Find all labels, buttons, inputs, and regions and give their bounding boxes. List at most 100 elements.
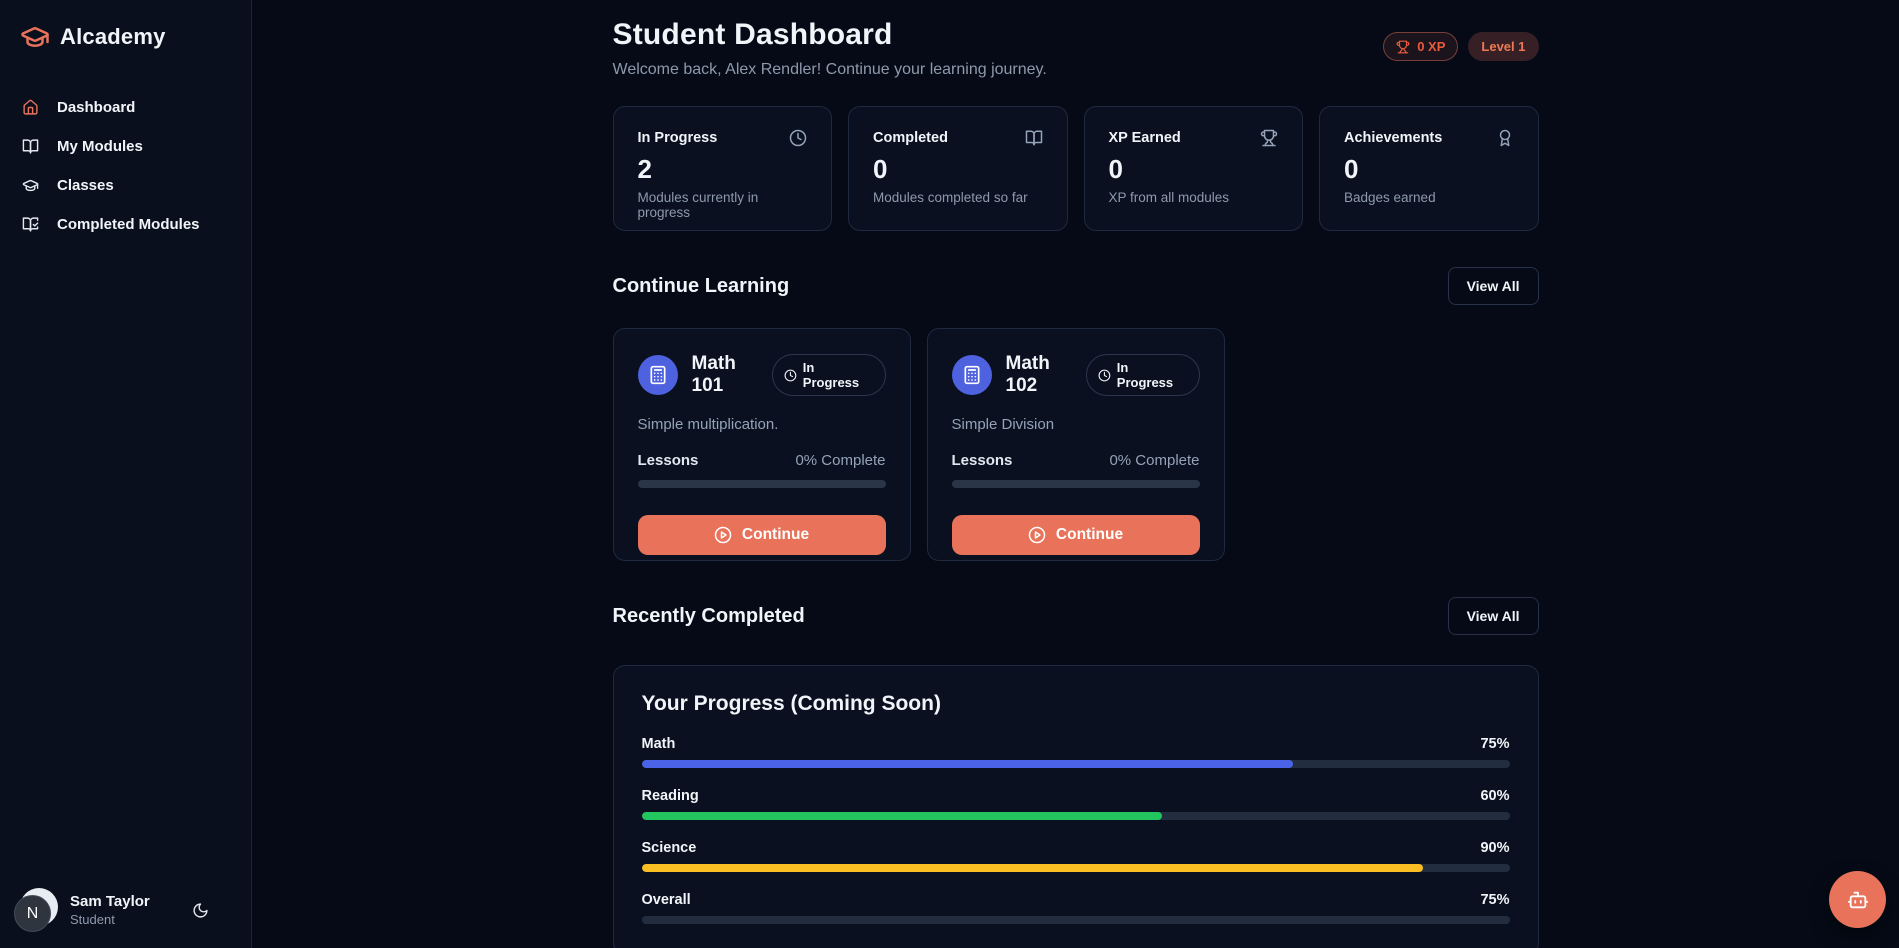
robot-icon <box>1847 891 1868 908</box>
stat-card-achievements: Achievements 0 Badges earned <box>1319 106 1539 231</box>
modules-grid: Math 101 In Progress Simple multiplicati… <box>612 328 1539 561</box>
module-description: Simple Division <box>951 416 1055 433</box>
progress-fill <box>641 864 1423 872</box>
graduation-cap-icon <box>22 177 39 194</box>
trophy-icon <box>1260 129 1278 147</box>
sidebar-item-completed-modules[interactable]: Completed Modules <box>16 209 235 240</box>
progress-track <box>641 760 1510 768</box>
progress-value: 60% <box>1480 788 1510 804</box>
status-badge-label: In Progress <box>1116 360 1174 390</box>
progress-label: Science <box>641 840 697 856</box>
progress-fill <box>641 760 1293 768</box>
progress-value: 90% <box>1480 840 1510 856</box>
stat-card-in-progress: In Progress 2 Modules currently in progr… <box>612 106 832 231</box>
clock-icon <box>1098 369 1111 381</box>
trophy-icon <box>1396 40 1410 53</box>
clock-icon <box>784 369 797 381</box>
sidebar-item-label: Dashboard <box>57 99 136 116</box>
section-title: Continue Learning <box>612 274 790 297</box>
lessons-label: Lessons <box>637 452 699 469</box>
xp-badge-label: 0 XP <box>1417 39 1446 54</box>
stat-label: Achievements <box>1344 130 1443 146</box>
lessons-progress-label: 0% Complete <box>795 452 886 469</box>
sidebar-item-label: Completed Modules <box>57 216 200 233</box>
calculator-icon <box>637 355 678 395</box>
progress-panel: Your Progress (Coming Soon) Math 75% Rea… <box>612 665 1539 948</box>
progress-track <box>641 812 1510 820</box>
progress-value: 75% <box>1480 736 1510 752</box>
stat-card-xp-earned: XP Earned 0 XP from all modules <box>1083 106 1303 231</box>
avatar[interactable]: N <box>14 888 58 932</box>
user-role: Student <box>70 912 115 927</box>
book-open-icon <box>22 138 39 155</box>
recently-completed-header: Recently Completed View All <box>613 597 1539 635</box>
module-progress-track <box>637 480 886 488</box>
continue-learning-header: Continue Learning View All <box>613 267 1539 305</box>
user-name: Sam Taylor <box>70 893 150 910</box>
module-card-math-101: Math 101 In Progress Simple multiplicati… <box>612 328 911 561</box>
module-progress-track <box>951 480 1200 488</box>
sidebar: Alcademy Dashboard My Modules Classes Co… <box>0 0 252 948</box>
modules-grid-empty-cell <box>1241 328 1539 561</box>
xp-badge: 0 XP <box>1383 32 1459 61</box>
stats-grid: In Progress 2 Modules currently in progr… <box>612 106 1539 231</box>
progress-label: Reading <box>641 788 699 804</box>
sidebar-item-label: My Modules <box>57 138 143 155</box>
recently-completed-view-all-button[interactable]: View All <box>1447 597 1539 635</box>
book-check-icon <box>22 216 39 233</box>
status-badge-label: In Progress <box>802 360 860 390</box>
page-subtitle: Welcome back, Alex Rendler! Continue you… <box>612 61 1047 78</box>
stat-card-completed: Completed 0 Modules completed so far <box>848 106 1068 231</box>
continue-button-label: Continue <box>1055 526 1124 543</box>
lessons-label: Lessons <box>951 452 1013 469</box>
sidebar-item-my-modules[interactable]: My Modules <box>16 131 235 162</box>
stat-value: 0 <box>873 154 888 184</box>
stat-caption: Modules completed so far <box>873 190 1028 205</box>
progress-row-math: Math 75% <box>641 736 1510 768</box>
stat-value: 0 <box>1344 154 1359 184</box>
status-badge: In Progress <box>1085 354 1200 396</box>
graduation-cap-logo-icon <box>20 22 50 52</box>
module-title: Math 101 <box>691 353 736 396</box>
progress-row-overall: Overall 75% <box>641 892 1510 924</box>
play-circle-icon <box>714 526 732 544</box>
progress-value: 75% <box>1480 892 1510 908</box>
header-badges: 0 XP Level 1 <box>1383 32 1539 61</box>
lessons-progress-label: 0% Complete <box>1109 452 1200 469</box>
moon-icon[interactable] <box>192 902 209 919</box>
module-card-math-102: Math 102 In Progress Simple Division Les… <box>926 328 1225 561</box>
sidebar-item-classes[interactable]: Classes <box>16 170 235 201</box>
progress-row-science: Science 90% <box>641 840 1510 872</box>
continue-button[interactable]: Continue <box>637 515 886 555</box>
chatbot-fab-button[interactable] <box>1829 871 1886 928</box>
continue-learning-view-all-button[interactable]: View All <box>1447 267 1539 305</box>
user-meta: Sam Taylor Student <box>70 893 192 927</box>
module-title: Math 102 <box>1005 353 1050 396</box>
clock-icon <box>789 129 807 147</box>
stat-label: Completed <box>873 130 948 146</box>
avatar-initial: N <box>14 895 51 932</box>
stat-value: 2 <box>637 154 652 184</box>
sidebar-user-section: N Sam Taylor Student <box>14 888 237 932</box>
module-description: Simple multiplication. <box>637 416 779 433</box>
continue-button[interactable]: Continue <box>951 515 1200 555</box>
level-badge: Level 1 <box>1468 32 1539 61</box>
progress-row-reading: Reading 60% <box>641 788 1510 820</box>
play-circle-icon <box>1028 526 1046 544</box>
award-icon <box>1496 129 1514 147</box>
progress-panel-title: Your Progress (Coming Soon) <box>641 692 941 715</box>
progress-label: Math <box>641 736 676 752</box>
stat-caption: Modules currently in progress <box>637 190 759 220</box>
app-logo: Alcademy <box>16 22 235 52</box>
continue-button-label: Continue <box>741 526 810 543</box>
stat-label: XP Earned <box>1108 130 1181 146</box>
stat-caption: Badges earned <box>1344 190 1436 205</box>
app-title: Alcademy <box>60 24 166 49</box>
sidebar-item-dashboard[interactable]: Dashboard <box>16 92 235 123</box>
main-content: Student Dashboard Welcome back, Alex Ren… <box>252 0 1899 948</box>
stat-label: In Progress <box>637 130 718 146</box>
progress-track <box>641 864 1510 872</box>
stat-value: 0 <box>1108 154 1123 184</box>
calculator-icon <box>951 355 992 395</box>
section-title: Recently Completed <box>612 604 805 627</box>
